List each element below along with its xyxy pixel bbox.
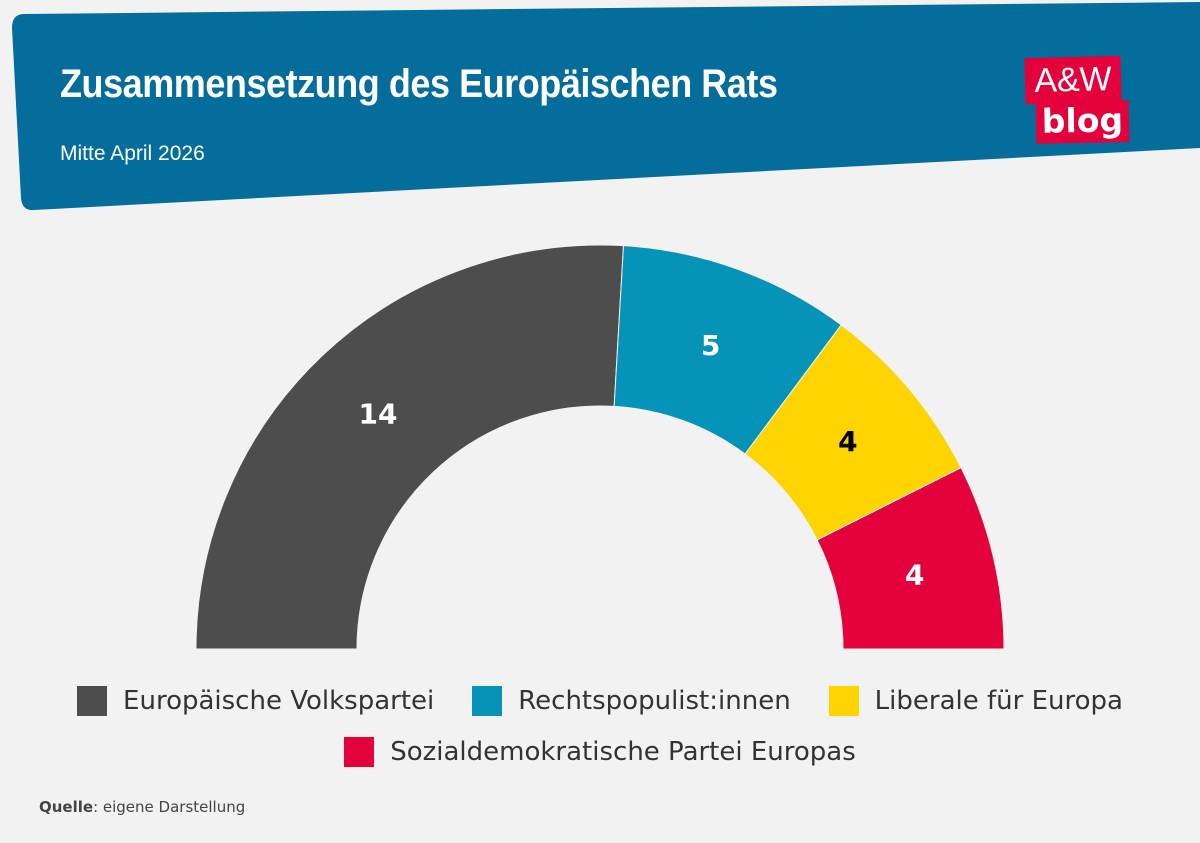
source-note: Quelle: eigene Darstellung — [39, 798, 246, 816]
legend-item: Liberale für Europa — [828, 686, 1123, 716]
legend-row-1: Europäische Volkspartei Rechtspopulist:i… — [0, 686, 1200, 716]
segment-3 — [816, 467, 1005, 650]
data-label: 5 — [701, 329, 720, 362]
legend-item: Europäische Volkspartei — [77, 686, 434, 716]
legend-swatch — [472, 686, 503, 716]
legend-item: Rechtspopulist:innen — [472, 686, 791, 716]
segment-0 — [195, 244, 625, 650]
data-label: 14 — [359, 398, 398, 431]
chart-subtitle: Mitte April 2026 — [60, 142, 205, 165]
legend-label: Sozialdemokratische Partei Europas — [390, 737, 856, 767]
legend-label: Europäische Volkspartei — [123, 686, 435, 716]
header-banner — [12, 2, 1200, 211]
chart-title: Zusammensetzung des Europäischen Rats — [60, 62, 778, 106]
legend-swatch — [77, 686, 108, 716]
legend-label: Liberale für Europa — [874, 686, 1123, 716]
legend-swatch — [828, 686, 859, 716]
legend-row-2: Sozialdemokratische Partei Europas — [0, 737, 1200, 767]
data-label: 4 — [905, 558, 924, 591]
data-label: 4 — [838, 425, 857, 458]
legend-item: Sozialdemokratische Partei Europas — [344, 737, 856, 767]
legend-swatch — [344, 737, 375, 767]
legend-label: Rechtspopulist:innen — [518, 686, 791, 716]
